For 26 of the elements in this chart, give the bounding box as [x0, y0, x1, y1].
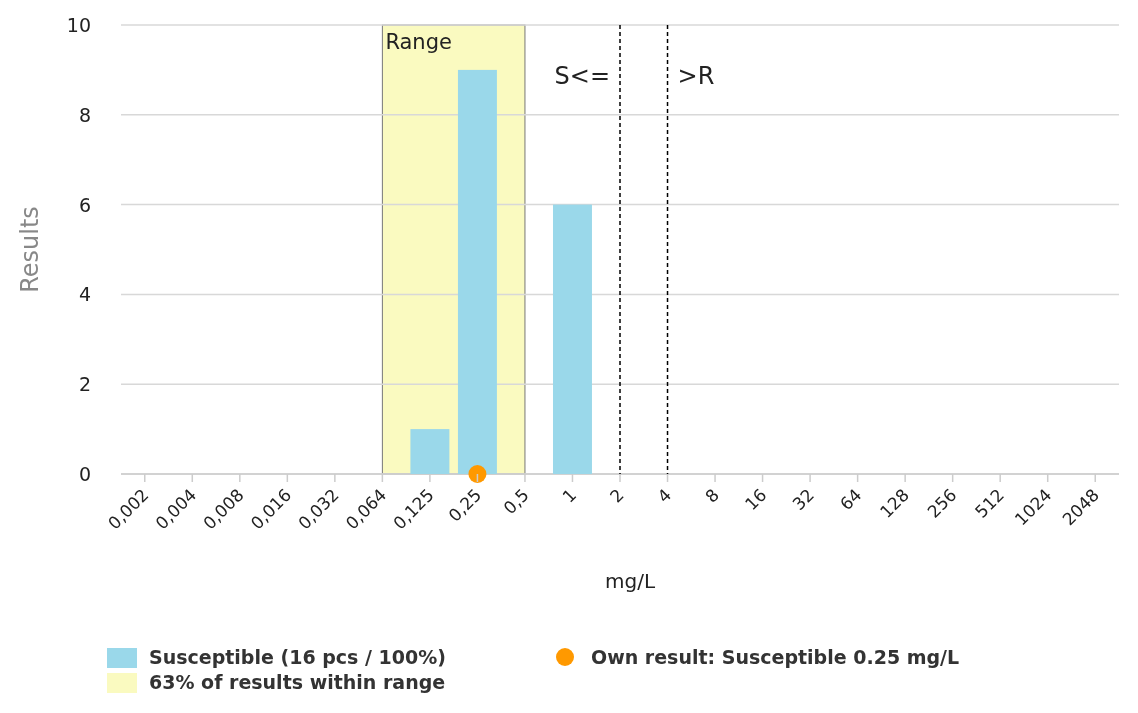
x-tick-label: 64 — [836, 484, 866, 515]
x-tick-label: 8 — [701, 484, 723, 507]
x-tick-label: 0,5 — [499, 484, 533, 518]
x-axis-title: mg/L — [604, 569, 656, 593]
y-tick-label: 4 — [78, 283, 91, 306]
x-tick-label: 32 — [788, 484, 818, 515]
x-tick-label: 512 — [970, 484, 1009, 522]
x-tick-label: 1 — [558, 484, 581, 507]
ref-line-label: >R — [677, 62, 715, 90]
bar — [410, 429, 450, 474]
x-tick-label: 4 — [653, 484, 676, 507]
y-tick-label: 8 — [78, 103, 91, 126]
y-tick-label: 0 — [78, 463, 91, 485]
y-axis-title: Results — [16, 206, 44, 293]
x-tick-label: 2 — [606, 484, 628, 507]
y-tick-label: 2 — [78, 373, 91, 396]
legend-label: Susceptible (16 pcs / 100%) — [149, 646, 446, 668]
bar — [457, 69, 497, 474]
y-tick-label: 10 — [66, 14, 91, 36]
bar — [552, 204, 592, 474]
text: 63% of results within range — [149, 671, 446, 693]
x-tick-label: 16 — [740, 484, 771, 515]
legend-label: Own result: Susceptible 0.25 mg/L — [591, 646, 960, 668]
y-tick-label: 6 — [78, 193, 91, 216]
ref-line-label: S<= — [554, 62, 610, 90]
band-label: Range — [385, 30, 452, 54]
